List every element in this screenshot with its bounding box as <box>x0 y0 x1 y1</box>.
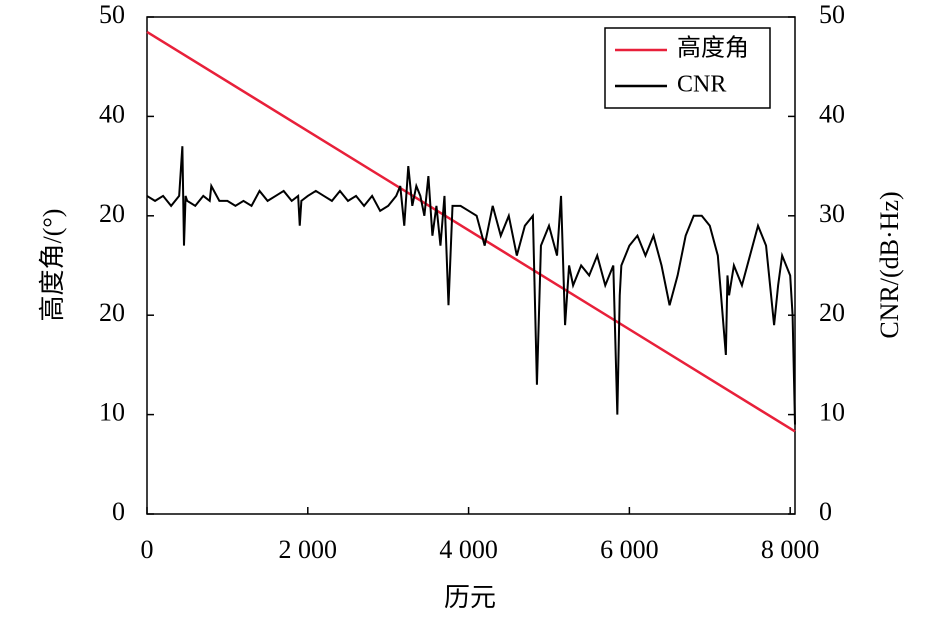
x-tick-label: 6 000 <box>600 535 659 564</box>
y2-tick-label: 20 <box>819 298 845 327</box>
plot-frame <box>146 16 796 515</box>
legend-box <box>604 27 771 109</box>
y-tick-label: 20 <box>99 199 125 228</box>
y-tick-label: 50 <box>99 0 125 29</box>
y2-tick-label: 30 <box>819 199 845 228</box>
y-axis-label: 高度角/(°) <box>38 209 67 322</box>
legend-label: CNR <box>677 72 726 98</box>
y-tick-label: 0 <box>112 497 125 526</box>
x-tick-label: 8 000 <box>761 535 820 564</box>
y2-axis-label: CNR/(dB·Hz) <box>875 191 904 338</box>
x-axis-label: 历元 <box>444 583 496 612</box>
x-tick-label: 2 000 <box>279 535 338 564</box>
series-line <box>146 30 796 433</box>
y-tick-label: 40 <box>99 99 125 128</box>
y2-tick-label: 40 <box>819 99 845 128</box>
x-tick-label: 4 000 <box>439 535 498 564</box>
legend-label: 高度角 <box>677 35 749 62</box>
y2-tick-label: 10 <box>819 398 845 427</box>
series-line <box>146 146 796 425</box>
y2-tick-label: 50 <box>819 0 845 29</box>
y-tick-label: 10 <box>99 398 125 427</box>
y2-tick-label: 0 <box>819 497 832 526</box>
y-tick-label: 20 <box>99 298 125 327</box>
x-tick-label: 0 <box>141 535 154 564</box>
